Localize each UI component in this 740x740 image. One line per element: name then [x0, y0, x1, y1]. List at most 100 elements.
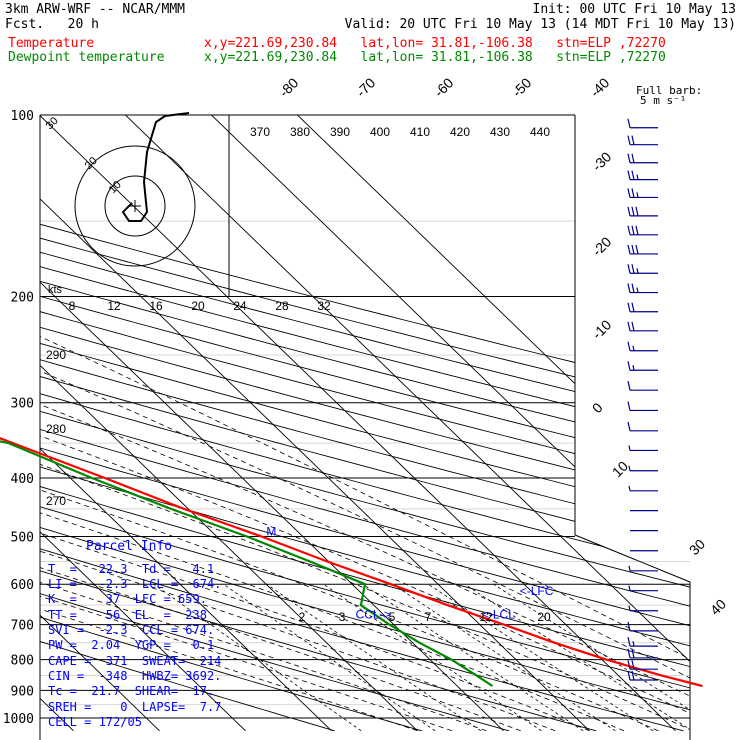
wind-barb-flag — [631, 648, 635, 659]
parcel-info-row: CAPE = 371 SWEAT= 214 — [48, 654, 222, 668]
parcel-info-row: PW = 2.04 YGP = 0.1 — [48, 638, 215, 652]
mixing-ratio-line — [362, 583, 584, 732]
forecast-hour: Fcst. 20 h — [5, 17, 99, 32]
wind-barb — [627, 118, 658, 129]
wind-barb — [627, 381, 658, 391]
wind-barb-flag — [627, 341, 631, 351]
dry-adiabat — [40, 115, 690, 732]
wind-barb-flag — [627, 401, 631, 411]
pressure-tick-label: 400 — [11, 472, 34, 487]
wind-barb-flag — [627, 302, 631, 312]
wind-barb — [627, 283, 658, 294]
isotherm-label: 30 — [686, 536, 708, 558]
wind-barb — [628, 485, 658, 492]
wind-barb — [627, 170, 658, 181]
pressure-tick-label: 1000 — [3, 712, 34, 727]
isotherm — [40, 115, 332, 732]
dewpoint-location: x,y=221.69,230.84 lat,lon= 31.81,-106.38… — [204, 50, 666, 65]
dry-adiabat — [40, 115, 690, 732]
dry-adiabat — [40, 115, 690, 732]
wind-barb-flag — [627, 670, 631, 681]
dry-adiabat — [40, 115, 690, 732]
isotherm-label: -60 — [431, 74, 457, 100]
wind-axis-tick: 32 — [317, 299, 331, 313]
theta-e-label: 420 — [450, 125, 470, 139]
wind-barb — [627, 302, 658, 313]
wind-barb-flag — [636, 192, 639, 198]
pressure-tick-label: 800 — [11, 654, 34, 669]
parcel-info-row: Tc = 21.7 SHEAR= 17. — [48, 684, 215, 698]
isotherm — [96, 115, 690, 732]
wind-barb — [627, 361, 658, 371]
mixing-ratio-line — [266, 583, 482, 732]
wind-barb-flag — [636, 268, 639, 274]
wind-barb-flag — [631, 264, 635, 274]
wind-barb-flag — [627, 244, 631, 255]
moist-adiabat — [40, 296, 521, 732]
isotherm-label: 0 — [589, 399, 606, 416]
moist-adiabats — [40, 296, 690, 732]
mixing-ratio-line — [464, 583, 690, 732]
wind-barb-flag — [631, 283, 635, 293]
wind-barb-flag — [628, 565, 631, 571]
wind-barb — [628, 465, 658, 472]
wind-barb-flag — [635, 244, 639, 255]
wind-barb — [627, 401, 658, 412]
isotherm — [182, 115, 690, 732]
wind-barb-flag — [627, 361, 631, 371]
wind-barb-flag — [627, 118, 631, 128]
pressure-tick-label: 300 — [11, 397, 34, 412]
mixing-ratio-line — [153, 583, 362, 732]
mixing-ratio-label: 5 — [389, 610, 396, 624]
wind-barb-flag — [631, 153, 635, 163]
dry-adiabat — [40, 115, 684, 732]
wind-barb — [627, 648, 658, 659]
wind-barb-flag — [627, 648, 631, 659]
dry-adiabat — [40, 115, 690, 732]
wind-barb — [627, 188, 658, 199]
wind-barb-flag — [632, 641, 635, 647]
wind-barb — [627, 637, 658, 647]
dry-adiabat-label: 290 — [46, 348, 66, 362]
hodograph-ring-label: 10 — [107, 179, 124, 196]
isotherm-label: -80 — [276, 74, 302, 100]
wind-axis-tick: 20 — [191, 299, 205, 313]
wind-barb-flag — [631, 225, 635, 235]
parcel-info-row: SVI = -2.3 CCL = 674. — [48, 623, 215, 637]
pressure-tick-label: 700 — [11, 619, 34, 634]
dry-adiabat-label: 270 — [46, 494, 66, 508]
dry-adiabat — [40, 115, 690, 732]
wind-barb-flag — [627, 225, 631, 235]
parcel-info-row: T = 22.3 Td = 4.1 — [48, 562, 215, 576]
isotherm-label: -50 — [509, 74, 535, 100]
wind-barb-flag — [627, 188, 631, 198]
moist-adiabat — [40, 296, 690, 732]
moist-adiabat — [40, 296, 590, 732]
mixing-ratio-line — [392, 583, 616, 732]
dry-adiabat — [40, 115, 690, 732]
wind-barb — [628, 445, 658, 452]
wind-barb-flag — [635, 225, 639, 235]
level-marker: M — [266, 524, 276, 538]
wind-barb-flag — [631, 302, 635, 312]
hodograph-ring — [74, 145, 196, 267]
valid-time: Valid: 20 UTC Fri 10 May 13 (14 MDT Fri … — [344, 17, 736, 32]
isotherm-label: 10 — [609, 458, 631, 480]
isotherm-label: 40 — [707, 596, 729, 618]
wind-barb-flag — [628, 585, 631, 591]
dry-adiabat — [40, 115, 422, 732]
wind-barb-flag — [627, 381, 631, 391]
dry-adiabat — [40, 115, 335, 732]
wind-axis-label: kts — [48, 284, 63, 296]
wind-barb — [627, 244, 658, 255]
wind-barb-flag — [627, 170, 631, 180]
isotherm-label: -40 — [587, 74, 613, 100]
wind-axis-tick: 12 — [107, 299, 121, 313]
mixing-ratio-label: 12 — [479, 610, 493, 624]
theta-e-label: 380 — [290, 125, 310, 139]
wind-barb — [627, 225, 658, 236]
wind-barb — [627, 206, 658, 217]
pressure-tick-label: 100 — [11, 109, 34, 124]
temperature-location: x,y=221.69,230.84 lat,lon= 31.81,-106.38… — [204, 36, 666, 51]
